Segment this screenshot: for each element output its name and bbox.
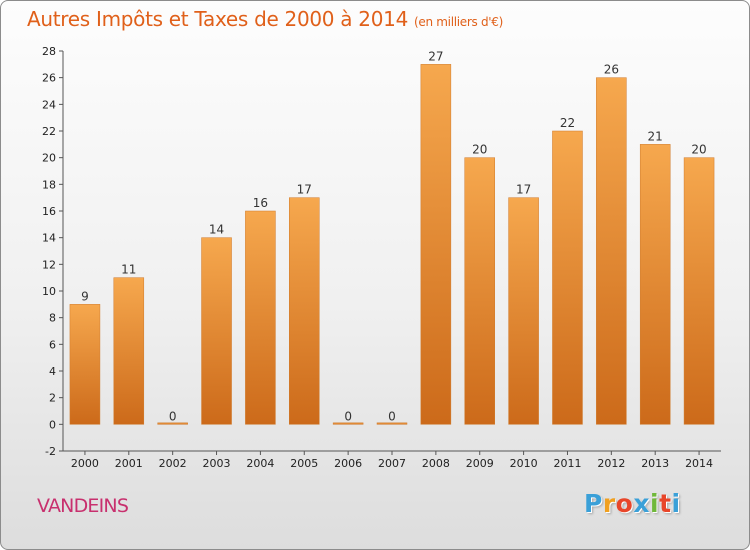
chart-title-text: Autres Impôts et Taxes de 2000 à 2014	[27, 7, 408, 31]
place-name: VANDEINS	[37, 495, 129, 517]
bar-value-label: 0	[169, 409, 177, 423]
bar	[508, 197, 539, 425]
x-tick-label: 2006	[334, 457, 362, 470]
x-tick-label: 2014	[685, 457, 713, 470]
bar-value-label: 22	[560, 116, 575, 130]
bar	[245, 210, 276, 425]
y-tick-label: 2	[49, 392, 56, 405]
y-tick-label: 16	[42, 205, 56, 218]
x-tick-label: 2003	[203, 457, 231, 470]
logo-letter: P	[584, 489, 603, 518]
bar	[376, 422, 408, 425]
bar-value-label: 20	[472, 143, 487, 157]
x-tick-label: 2010	[510, 457, 538, 470]
x-tick-label: 2008	[422, 457, 450, 470]
bar	[69, 304, 101, 425]
x-tick-label: 2011	[553, 457, 581, 470]
logo-letter: t	[659, 489, 672, 518]
y-tick-label: 24	[42, 98, 56, 111]
y-tick-label: 14	[42, 232, 56, 245]
y-tick-label: 28	[42, 45, 56, 58]
bar-value-label: 11	[121, 263, 136, 277]
bar	[289, 197, 320, 425]
bar-value-label: 27	[428, 49, 443, 63]
bar-value-label: 0	[344, 409, 352, 423]
y-tick-label: 12	[42, 258, 56, 271]
bar	[420, 64, 452, 425]
logo-letter: r	[602, 489, 616, 518]
bar	[157, 422, 188, 425]
x-tick-label: 2007	[378, 457, 406, 470]
y-tick-label: 0	[49, 418, 56, 431]
x-tick-label: 2001	[115, 457, 143, 470]
bar	[332, 422, 364, 425]
y-tick-label: 20	[42, 152, 56, 165]
bar	[201, 237, 232, 425]
chart-subtitle: (en milliers d'€)	[414, 15, 504, 29]
y-tick-label: -2	[45, 445, 56, 458]
logo-letter: i	[650, 489, 660, 518]
x-tick-label: 2009	[466, 457, 494, 470]
y-tick-label: 4	[49, 365, 56, 378]
bar-value-label: 17	[516, 183, 531, 197]
x-tick-label: 2000	[71, 457, 99, 470]
logo-letter: o	[615, 489, 634, 518]
logo-letter: x	[633, 489, 650, 518]
x-tick-label: 2012	[597, 457, 625, 470]
y-tick-label: 8	[49, 312, 56, 325]
chart-title: Autres Impôts et Taxes de 2000 à 2014 (en…	[27, 7, 503, 31]
bar	[683, 157, 715, 425]
y-tick-label: 6	[49, 338, 56, 351]
x-tick-label: 2002	[159, 457, 187, 470]
x-tick-label: 2005	[290, 457, 318, 470]
proxiti-logo[interactable]: Proxiti	[584, 489, 681, 518]
bar-value-label: 17	[297, 183, 312, 197]
y-tick-label: 10	[42, 285, 56, 298]
bar	[596, 77, 627, 425]
chart-data-labels: 9 11 0 14 16 17 0 0 27 20 17 22 26 21 20	[81, 49, 707, 423]
bar-value-label: 21	[648, 129, 663, 143]
y-tick-label: 22	[42, 125, 56, 138]
y-tick-label: 26	[42, 72, 56, 85]
bar-value-label: 14	[209, 223, 224, 237]
bar-value-label: 20	[691, 143, 706, 157]
bar-value-label: 16	[253, 196, 268, 210]
bar-value-label: 26	[604, 63, 619, 77]
bar	[639, 144, 671, 425]
logo-letter: i	[671, 489, 681, 518]
x-tick-label: 2004	[246, 457, 274, 470]
bar-value-label: 9	[81, 289, 89, 303]
bar	[552, 130, 583, 425]
y-tick-label: 18	[42, 178, 56, 191]
chart-bars	[69, 64, 715, 425]
bar	[464, 157, 495, 425]
bar-value-label: 0	[388, 409, 396, 423]
x-tick-label: 2013	[641, 457, 669, 470]
bar	[113, 277, 145, 425]
